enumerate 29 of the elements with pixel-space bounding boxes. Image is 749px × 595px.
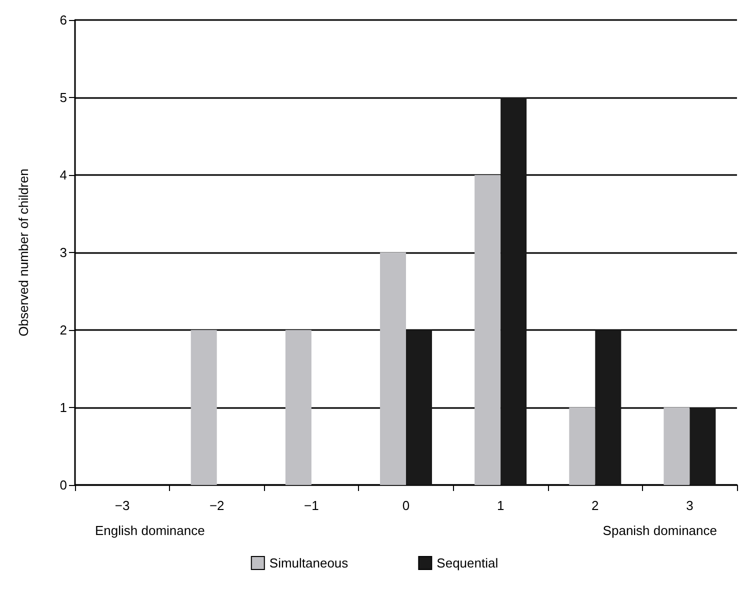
y-tick-label: 1	[60, 400, 67, 415]
x-tick-label: −2	[209, 498, 224, 513]
bar	[569, 408, 596, 485]
bar	[190, 330, 217, 485]
x-tick-label: 2	[592, 498, 599, 513]
bar	[474, 175, 501, 485]
text: Spanish dominance	[602, 523, 718, 538]
bar	[285, 330, 312, 485]
x-tick-label: 1	[496, 498, 504, 513]
bar	[690, 408, 716, 485]
legend-label: Simultaneous	[269, 556, 349, 570]
x-tick-label: −1	[304, 498, 319, 513]
x-tick-label: 3	[686, 498, 694, 513]
y-tick-label: 2	[60, 322, 67, 338]
bar	[664, 408, 690, 485]
y-tick-label: 3	[60, 245, 67, 260]
bar	[500, 98, 527, 485]
y-tick-label: 6	[60, 12, 67, 28]
x-tick-label: 0	[402, 498, 410, 513]
y-tick-label: 4	[60, 168, 67, 182]
bar	[595, 330, 622, 485]
y-tick-label: 5	[60, 90, 67, 105]
y-tick-label: 0	[60, 478, 67, 492]
bar	[380, 252, 406, 485]
y-axis-title: Observed number of children	[16, 168, 31, 336]
text: English dominance	[95, 523, 205, 538]
bar	[406, 330, 432, 485]
x-tick-label: −3	[114, 498, 130, 513]
legend-label: Sequential	[436, 556, 498, 570]
